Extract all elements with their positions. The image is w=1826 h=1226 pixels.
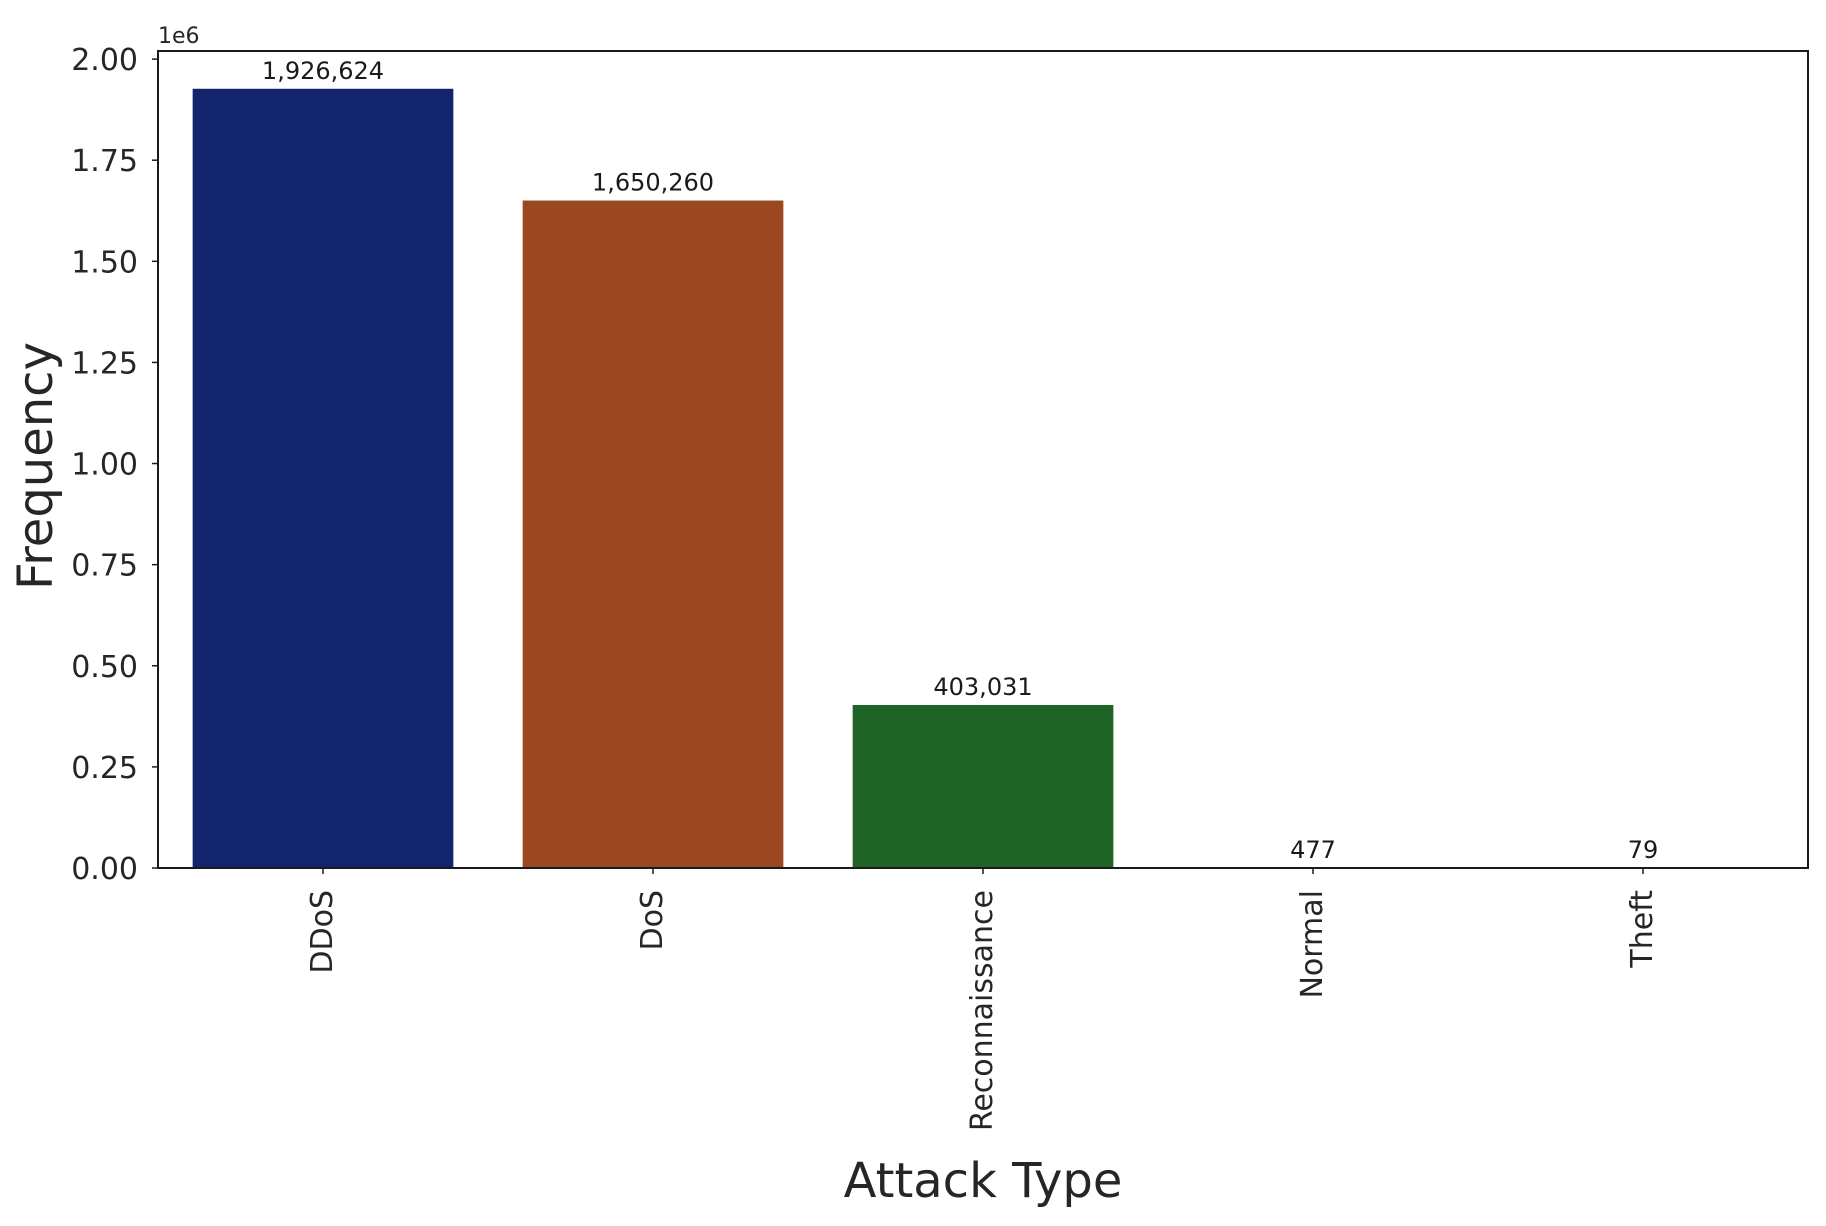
bar-value-label: 403,031: [933, 673, 1032, 701]
bar-value-label: 1,926,624: [262, 57, 384, 85]
x-axis-ticks: DDoS DoS Reconnaissance Normal Theft: [305, 868, 1660, 1131]
bar-reconnaissance: [852, 704, 1114, 868]
bars-group: [192, 88, 1774, 869]
y-tick-label: 1.50: [71, 245, 138, 280]
x-tick-label-ddos: DDoS: [305, 890, 340, 974]
bar-value-labels: 1,926,624 1,650,260 403,031 477 79: [262, 57, 1658, 864]
bar-value-label: 477: [1290, 836, 1336, 864]
y-axis-multiplier: 1e6: [158, 24, 200, 49]
x-tick-label-normal: Normal: [1295, 890, 1330, 999]
bar-value-label: 79: [1628, 836, 1659, 864]
y-axis-title: Frequency: [8, 342, 64, 590]
y-axis-ticks: 0.00 0.25 0.50 0.75 1.00 1.25 1.50 1.75 2.00: [71, 43, 158, 887]
y-tick-label: 0.75: [71, 549, 138, 584]
y-tick-label: 1.75: [71, 144, 138, 179]
y-tick-label: 1.00: [71, 448, 138, 483]
x-axis-title: Attack Type: [844, 1153, 1123, 1209]
y-tick-label: 1.25: [71, 346, 138, 381]
bar-ddos: [192, 88, 454, 868]
bar-value-label: 1,650,260: [592, 169, 714, 197]
y-tick-label: 0.25: [71, 751, 138, 786]
x-tick-label-dos: DoS: [635, 890, 670, 951]
bar-dos: [522, 200, 784, 869]
x-tick-label-theft: Theft: [1625, 890, 1660, 969]
y-tick-label: 2.00: [71, 43, 138, 78]
y-tick-label: 0.00: [71, 852, 138, 887]
y-tick-label: 0.50: [71, 650, 138, 685]
x-tick-label-reconnaissance: Reconnaissance: [965, 890, 1000, 1131]
